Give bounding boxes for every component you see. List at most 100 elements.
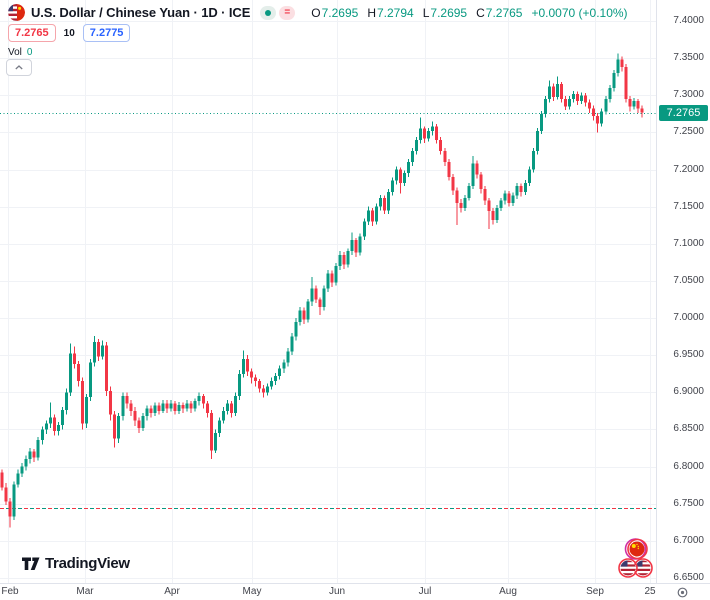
candle-up[interactable] (326, 273, 330, 289)
candle-down[interactable] (72, 353, 76, 365)
candle-down[interactable] (318, 299, 322, 307)
candle-down[interactable] (129, 403, 133, 411)
candle-down[interactable] (149, 408, 153, 414)
candle-down[interactable] (133, 410, 137, 421)
candle-up[interactable] (20, 466, 24, 474)
candle-down[interactable] (559, 84, 563, 99)
candle-up[interactable] (141, 416, 145, 428)
candle-up[interactable] (217, 420, 221, 434)
candle-down[interactable] (483, 188, 487, 201)
collapse-legend-button[interactable] (6, 59, 32, 76)
candle-down[interactable] (229, 403, 233, 414)
candle-down[interactable] (447, 162, 451, 177)
candle-down[interactable] (628, 98, 632, 107)
candle-down[interactable] (584, 95, 588, 103)
candle-up[interactable] (467, 185, 471, 198)
candle-up[interactable] (515, 185, 519, 196)
candle-up[interactable] (44, 423, 48, 430)
candle-down[interactable] (105, 345, 109, 391)
candle-up[interactable] (48, 417, 52, 424)
candle-down[interactable] (173, 403, 177, 411)
candle-down[interactable] (588, 102, 592, 109)
candle-down[interactable] (246, 358, 250, 372)
candle-down[interactable] (636, 101, 640, 109)
sell-bid-button[interactable]: 7.2765 (8, 24, 56, 42)
candle-down[interactable] (125, 396, 129, 404)
candle-up[interactable] (298, 310, 302, 322)
candle-up[interactable] (543, 98, 547, 114)
candle-up[interactable] (547, 86, 551, 99)
candle-down[interactable] (479, 174, 483, 189)
candle-up[interactable] (350, 240, 354, 252)
candle-down[interactable] (205, 403, 209, 414)
candle-up[interactable] (403, 173, 406, 183)
candle-down[interactable] (640, 108, 644, 113)
candle-down[interactable] (596, 116, 600, 124)
candle-up[interactable] (378, 197, 382, 207)
candle-down[interactable] (459, 202, 463, 209)
candle-up[interactable] (101, 345, 105, 357)
candle-down[interactable] (250, 371, 254, 378)
candle-down[interactable] (157, 405, 161, 411)
candle-up[interactable] (511, 195, 515, 203)
candle-down[interactable] (137, 420, 141, 428)
candle-up[interactable] (177, 404, 181, 411)
candle-up[interactable] (121, 396, 125, 417)
candle-up[interactable] (632, 101, 636, 107)
candle-down[interactable] (32, 451, 36, 458)
price-axis[interactable]: 7.2765 7.4000 7.3500 7.3000 7.2500 7.2000 7.1… (656, 0, 710, 583)
candle-up[interactable] (471, 163, 475, 186)
buy-ask-button[interactable]: 7.2775 (82, 24, 131, 42)
candle-down[interactable] (201, 396, 205, 404)
candle-down[interactable] (81, 381, 84, 424)
candle-down[interactable] (519, 185, 523, 192)
candle-up[interactable] (572, 93, 576, 99)
candle-down[interactable] (109, 390, 113, 415)
candle-up[interactable] (266, 386, 270, 393)
candle-down[interactable] (254, 377, 258, 382)
us-flag-sticker[interactable] (618, 558, 638, 578)
candle-down[interactable] (330, 273, 334, 283)
candle-down[interactable] (258, 381, 262, 389)
candle-down[interactable] (189, 403, 193, 409)
candle-down[interactable] (165, 403, 169, 409)
market-status-icon[interactable] (260, 5, 277, 20)
candle-up[interactable] (225, 403, 229, 411)
candle-down[interactable] (592, 108, 596, 117)
candle-down[interactable] (620, 59, 624, 68)
candle-down[interactable] (8, 501, 12, 517)
delayed-data-icon[interactable]: = (279, 5, 296, 20)
candlestick-chart[interactable] (0, 0, 656, 583)
candle-up[interactable] (580, 95, 584, 102)
candle-up[interactable] (386, 191, 390, 211)
candle-up[interactable] (431, 126, 435, 131)
candle-up[interactable] (568, 98, 572, 107)
candle-up[interactable] (346, 251, 350, 265)
candle-down[interactable] (314, 288, 318, 300)
candle-up[interactable] (161, 403, 165, 411)
candle-up[interactable] (495, 208, 499, 221)
candle-up[interactable] (169, 403, 173, 409)
candle-up[interactable] (616, 59, 620, 73)
candle-down[interactable] (76, 364, 80, 382)
candle-down[interactable] (487, 200, 491, 212)
candle-up[interactable] (16, 473, 20, 485)
candle-up[interactable] (608, 87, 612, 99)
candle-up[interactable] (604, 98, 608, 112)
candle-up[interactable] (85, 396, 89, 424)
candle-down[interactable] (624, 67, 628, 99)
candle-down[interactable] (0, 472, 4, 488)
candle-up[interactable] (394, 169, 398, 181)
candle-up[interactable] (117, 416, 121, 439)
time-axis[interactable]: Feb Mar Apr May Jun Jul Aug Sep 25 (0, 583, 710, 600)
candle-up[interactable] (242, 358, 245, 374)
candle-up[interactable] (531, 150, 535, 170)
candle-up[interactable] (539, 113, 543, 131)
candle-up[interactable] (390, 180, 394, 192)
candle-up[interactable] (334, 266, 338, 283)
candle-down[interactable] (97, 341, 101, 357)
candle-up[interactable] (28, 451, 32, 460)
candle-up[interactable] (527, 169, 531, 183)
candle-down[interactable] (439, 139, 443, 151)
candle-up[interactable] (463, 197, 467, 209)
